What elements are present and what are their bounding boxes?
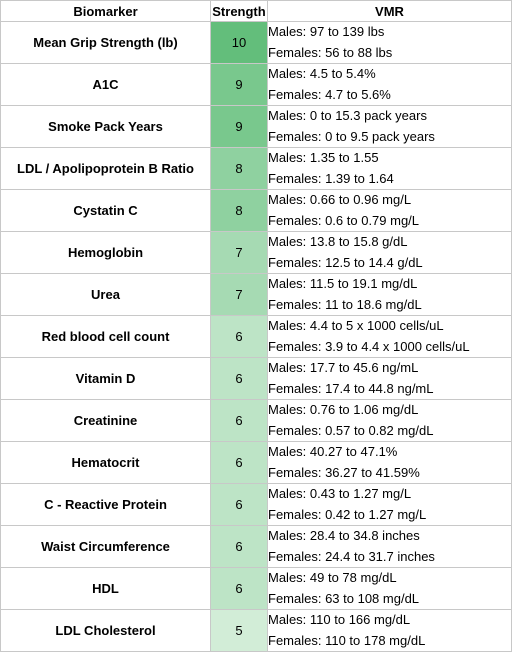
vmr-cell[interactable]: Males: 0.76 to 1.06 mg/dL Females: 0.57 t… [267,399,512,442]
table-row: Smoke Pack Years 9 Males: 0 to 15.3 pack y… [0,105,512,148]
strength-cell[interactable]: 5 [210,609,268,652]
biomarker-cell[interactable]: Smoke Pack Years [0,105,211,148]
vmr-females: Females: 24.4 to 31.7 inches [268,548,435,564]
vmr-females: Females: 4.7 to 5.6% [268,86,391,102]
vmr-males: Males: 4.5 to 5.4% [268,66,376,81]
vmr-males: Males: 0.43 to 1.27 mg/L [268,486,412,501]
strength-cell[interactable]: 6 [210,525,268,568]
table-row: Waist Circumference 6 Males: 28.4 to 34.8 … [0,525,512,568]
table-row: Urea 7 Males: 11.5 to 19.1 mg/dL Females: 1… [0,273,512,316]
strength-cell[interactable]: 7 [210,273,268,316]
vmr-females: Females: 0.57 to 0.82 mg/dL [268,422,434,438]
strength-cell[interactable]: 7 [210,231,268,274]
strength-cell[interactable]: 6 [210,357,268,400]
strength-cell[interactable]: 10 [210,21,268,64]
biomarker-cell[interactable]: LDL / Apolipoprotein B Ratio [0,147,211,190]
strength-cell[interactable]: 8 [210,189,268,232]
table-row: LDL Cholesterol 5 Males: 110 to 166 mg/dL F… [0,609,512,652]
strength-cell[interactable]: 8 [210,147,268,190]
table-row: Creatinine 6 Males: 0.76 to 1.06 mg/dL Fema… [0,399,512,442]
vmr-males: Males: 110 to 166 mg/dL [268,612,411,627]
vmr-females: Females: 36.27 to 41.59% [268,464,420,480]
vmr-males: Males: 40.27 to 47.1% [268,444,398,459]
header-vmr[interactable]: VMR [267,0,512,22]
vmr-males: Males: 17.7 to 45.6 ng/mL [268,360,419,375]
table-row: HDL 6 Males: 49 to 78 mg/dL Females: 63 to … [0,567,512,610]
vmr-males: Males: 0.66 to 0.96 mg/L [268,192,412,207]
table-row: A1C 9 Males: 4.5 to 5.4% Females: 4.7 to 5.… [0,63,512,106]
strength-cell[interactable]: 6 [210,483,268,526]
vmr-cell[interactable]: Males: 11.5 to 19.1 mg/dL Females: 11 to … [267,273,512,316]
vmr-cell[interactable]: Males: 110 to 166 mg/dL Females: 110 to 1… [267,609,512,652]
biomarker-cell[interactable]: Creatinine [0,399,211,442]
vmr-females: Females: 0.6 to 0.79 mg/L [268,212,420,228]
header-biomarker[interactable]: Biomarker [0,0,211,22]
strength-cell[interactable]: 6 [210,567,268,610]
vmr-males: Males: 11.5 to 19.1 mg/dL [268,276,418,291]
table-row: Vitamin D 6 Males: 17.7 to 45.6 ng/mL Femal… [0,357,512,400]
biomarker-cell[interactable]: Waist Circumference [0,525,211,568]
vmr-cell[interactable]: Males: 97 to 139 lbs Females: 56 to 88 lb… [267,21,512,64]
vmr-females: Females: 110 to 178 mg/dL [268,632,426,648]
table-row: LDL / Apolipoprotein B Ratio 8 Males: 1.35… [0,147,512,190]
vmr-females: Females: 0 to 9.5 pack years [268,128,435,144]
vmr-cell[interactable]: Males: 4.4 to 5 x 1000 cells/uL Females: … [267,315,512,358]
biomarker-cell[interactable]: HDL [0,567,211,610]
table-body: Mean Grip Strength (lb) 10 Males: 97 to 13… [0,21,512,652]
vmr-cell[interactable]: Males: 1.35 to 1.55 Females: 1.39 to 1.64 [267,147,512,190]
strength-cell[interactable]: 6 [210,441,268,484]
biomarker-cell[interactable]: Hemoglobin [0,231,211,274]
vmr-cell[interactable]: Males: 0 to 15.3 pack years Females: 0 to… [267,105,512,148]
vmr-males: Males: 49 to 78 mg/dL [268,570,397,585]
table-row: C - Reactive Protein 6 Males: 0.43 to 1.27… [0,483,512,526]
vmr-cell[interactable]: Males: 40.27 to 47.1% Females: 36.27 to 4… [267,441,512,484]
biomarker-cell[interactable]: Hematocrit [0,441,211,484]
vmr-females: Females: 3.9 to 4.4 x 1000 cells/uL [268,338,470,354]
vmr-cell[interactable]: Males: 17.7 to 45.6 ng/mL Females: 17.4 t… [267,357,512,400]
vmr-cell[interactable]: Males: 49 to 78 mg/dL Females: 63 to 108 … [267,567,512,610]
biomarker-cell[interactable]: Vitamin D [0,357,211,400]
table-row: Cystatin C 8 Males: 0.66 to 0.96 mg/L Femal… [0,189,512,232]
vmr-males: Males: 1.35 to 1.55 [268,150,379,165]
biomarker-cell[interactable]: Red blood cell count [0,315,211,358]
biomarker-cell[interactable]: C - Reactive Protein [0,483,211,526]
table-row: Mean Grip Strength (lb) 10 Males: 97 to 13… [0,21,512,64]
table-row: Hematocrit 6 Males: 40.27 to 47.1% Females:… [0,441,512,484]
vmr-cell[interactable]: Males: 13.8 to 15.8 g/dL Females: 12.5 to… [267,231,512,274]
vmr-females: Females: 0.42 to 1.27 mg/L [268,506,427,522]
vmr-males: Males: 97 to 139 lbs [268,24,385,39]
vmr-cell[interactable]: Males: 0.43 to 1.27 mg/L Females: 0.42 to… [267,483,512,526]
vmr-males: Males: 0 to 15.3 pack years [268,108,427,123]
biomarker-cell[interactable]: LDL Cholesterol [0,609,211,652]
vmr-females: Females: 17.4 to 44.8 ng/mL [268,380,434,396]
strength-cell[interactable]: 6 [210,399,268,442]
vmr-males: Males: 13.8 to 15.8 g/dL [268,234,408,249]
vmr-cell[interactable]: Males: 4.5 to 5.4% Females: 4.7 to 5.6% [267,63,512,106]
table-row: Hemoglobin 7 Males: 13.8 to 15.8 g/dL Femal… [0,231,512,274]
vmr-cell[interactable]: Males: 28.4 to 34.8 inches Females: 24.4 … [267,525,512,568]
vmr-females: Females: 11 to 18.6 mg/dL [268,296,422,312]
vmr-cell[interactable]: Males: 0.66 to 0.96 mg/L Females: 0.6 to … [267,189,512,232]
biomarker-cell[interactable]: Urea [0,273,211,316]
vmr-females: Females: 1.39 to 1.64 [268,170,394,186]
biomarker-cell[interactable]: A1C [0,63,211,106]
strength-cell[interactable]: 9 [210,63,268,106]
header-row: Biomarker Strength VMR [0,0,512,22]
vmr-females: Females: 12.5 to 14.4 g/dL [268,254,423,270]
vmr-males: Males: 28.4 to 34.8 inches [268,528,420,543]
vmr-males: Males: 4.4 to 5 x 1000 cells/uL [268,318,444,333]
biomarker-cell[interactable]: Mean Grip Strength (lb) [0,21,211,64]
header-strength[interactable]: Strength [210,0,268,22]
vmr-females: Females: 63 to 108 mg/dL [268,590,420,606]
strength-cell[interactable]: 6 [210,315,268,358]
table-row: Red blood cell count 6 Males: 4.4 to 5 x 1… [0,315,512,358]
biomarker-cell[interactable]: Cystatin C [0,189,211,232]
strength-cell[interactable]: 9 [210,105,268,148]
vmr-females: Females: 56 to 88 lbs [268,44,393,60]
vmr-males: Males: 0.76 to 1.06 mg/dL [268,402,419,417]
